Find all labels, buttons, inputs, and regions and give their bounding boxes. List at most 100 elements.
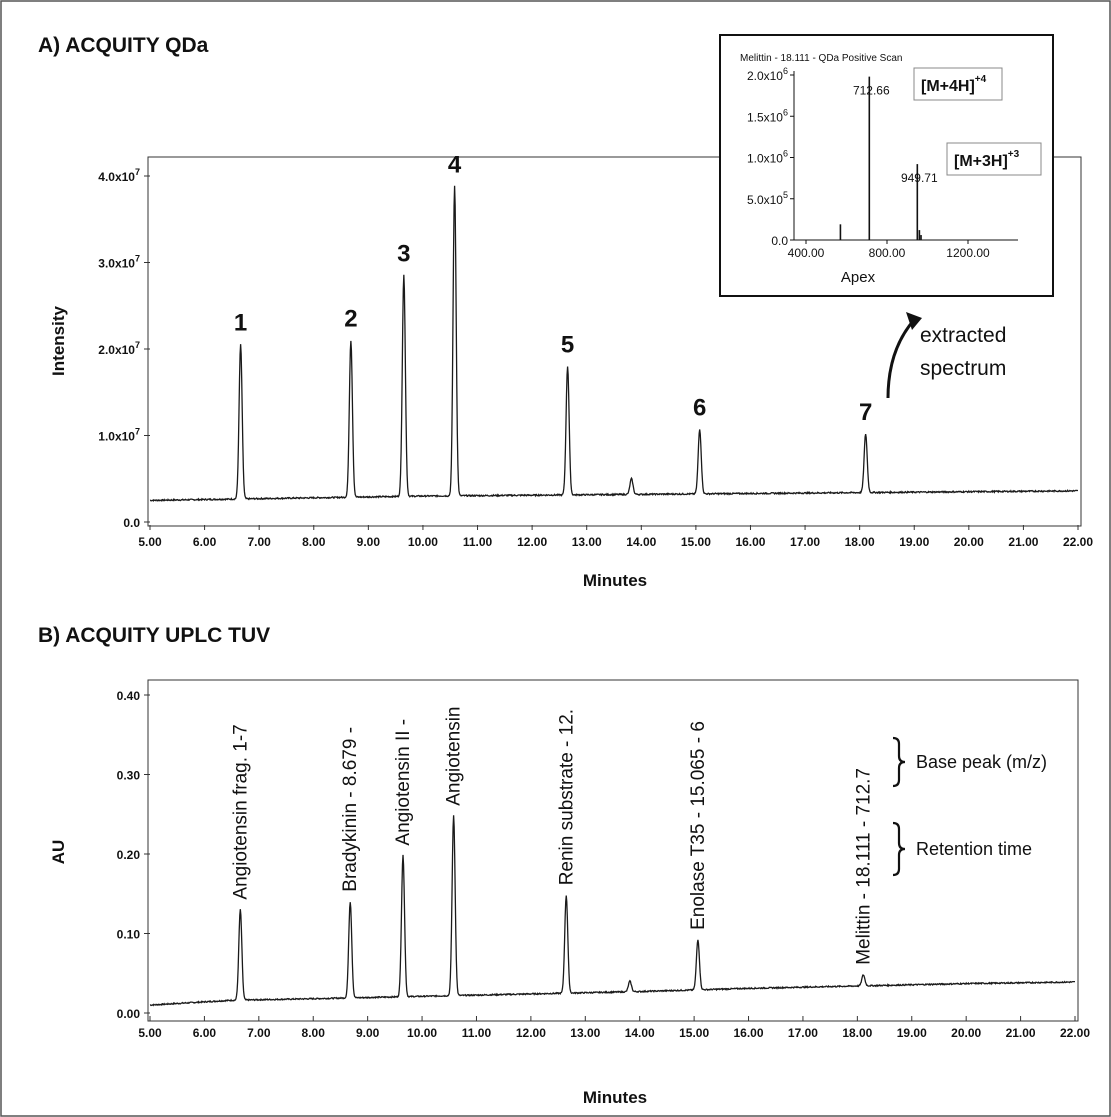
x-tick-label: 15.00 xyxy=(681,535,711,549)
panel-b-x-axis-title: Minutes xyxy=(583,1088,647,1107)
peak-label-7: Enolase T35 - 15.065 - 6 xyxy=(688,721,709,930)
peak-number-2: 2 xyxy=(344,305,357,332)
inset-spectrum: Melittin - 18.111 - QDa Positive Scan 0.… xyxy=(719,34,1054,297)
x-tick-label: 17.00 xyxy=(788,1026,818,1040)
x-tick-label: 22.00 xyxy=(1063,535,1093,549)
inset-x-tick-label: 400.00 xyxy=(788,246,825,260)
inset-y-tick-label: 2.0x106 xyxy=(747,66,788,83)
annotation-line-1: extracted xyxy=(920,324,1006,347)
x-tick-label: 22.00 xyxy=(1060,1026,1090,1040)
panel-a-title: A) ACQUITY QDa xyxy=(38,34,209,57)
x-tick-label: 10.00 xyxy=(407,1026,437,1040)
panel-b-peak-labels: Angiotensin frag. 1-7 Bradykinin - 8.679 … xyxy=(230,707,874,965)
ion-label-box xyxy=(913,67,1003,101)
peak-label-5: Renin substrate - 12. xyxy=(556,709,577,885)
x-tick-label: 16.00 xyxy=(734,1026,764,1040)
x-tick-label: 9.00 xyxy=(357,535,381,549)
x-tick-label: 8.00 xyxy=(302,535,326,549)
x-tick-label: 13.00 xyxy=(570,1026,600,1040)
inset-x-tick-label: 800.00 xyxy=(869,246,906,260)
x-tick-label: 20.00 xyxy=(951,1026,981,1040)
x-tick-label: 10.00 xyxy=(408,535,438,549)
x-tick-label: 12.00 xyxy=(516,1026,546,1040)
x-tick-label: 6.00 xyxy=(193,1026,217,1040)
x-tick-label: 7.00 xyxy=(247,535,271,549)
panel-a-plot-frame xyxy=(147,156,1082,527)
peak-label-8: Melittin - 18.111 - 712.7 xyxy=(853,768,874,965)
inset-x-ticks: 400.00 800.00 1200.00 xyxy=(788,240,990,260)
annotation-line-2: spectrum xyxy=(920,357,1006,380)
base-peak-brace xyxy=(892,736,906,788)
retention-time-label: Retention time xyxy=(916,839,1032,859)
y-tick-label: 4.0x107 xyxy=(98,167,140,184)
x-tick-label: 14.00 xyxy=(626,535,656,549)
ion-label-box xyxy=(946,142,1042,176)
inset-y-ticks: 0.0 5.0x105 1.0x106 1.5x106 2.0x106 xyxy=(747,66,794,248)
x-tick-label: 13.00 xyxy=(572,535,602,549)
peak-label-1: Angiotensin frag. 1-7 xyxy=(230,724,251,899)
panel-b-plot-frame xyxy=(147,679,1079,1022)
inset-title: Melittin - 18.111 - QDa Positive Scan xyxy=(740,53,902,64)
y-tick-label: 0.10 xyxy=(117,928,141,942)
inset-y-tick-label: 5.0x105 xyxy=(747,190,788,207)
x-tick-label: 21.00 xyxy=(1006,1026,1036,1040)
peak-number-5: 5 xyxy=(561,331,574,358)
x-tick-label: 16.00 xyxy=(735,535,765,549)
inset-y-tick-label: 0.0 xyxy=(771,234,788,248)
x-tick-label: 19.00 xyxy=(899,535,929,549)
inset-x-tick-label: 1200.00 xyxy=(946,246,990,260)
x-tick-label: 20.00 xyxy=(954,535,984,549)
panel-a-x-axis-title: Minutes xyxy=(583,571,647,590)
panel-b-chromatogram-line xyxy=(149,815,1076,1007)
x-tick-label: 12.00 xyxy=(517,535,547,549)
peak-number-7: 7 xyxy=(859,399,872,426)
x-tick-label: 21.00 xyxy=(1008,535,1038,549)
panel-a-y-axis-title: Intensity xyxy=(49,306,68,376)
x-tick-label: 8.00 xyxy=(302,1026,326,1040)
panel-b-x-ticks: 5.00 6.00 7.00 8.00 9.00 10.00 11.00 12.00 13.00… xyxy=(138,1016,1090,1040)
inset-peak-mz-label: 949.71 xyxy=(901,171,938,185)
x-tick-label: 5.00 xyxy=(138,1026,162,1040)
peak-label-4: Angiotensin xyxy=(444,707,465,806)
inset-bars: 712.66 [M+4H]+4 949.71 [M+3H]+3 xyxy=(839,67,1042,240)
x-tick-label: 5.00 xyxy=(138,535,162,549)
y-tick-label: 0.0 xyxy=(123,516,140,530)
y-tick-label: 2.0x107 xyxy=(98,340,140,357)
peak-number-4: 4 xyxy=(448,151,462,178)
extracted-spectrum-arrow xyxy=(886,319,916,399)
x-tick-label: 6.00 xyxy=(193,535,217,549)
ion-label: [M+3H]+3 xyxy=(954,149,1020,170)
x-tick-label: 18.00 xyxy=(842,1026,872,1040)
y-tick-label: 0.30 xyxy=(117,769,141,783)
x-tick-label: 11.00 xyxy=(462,1026,492,1040)
panel-a-peak-labels: 1 2 3 4 5 6 7 xyxy=(234,151,872,425)
x-tick-label: 19.00 xyxy=(897,1026,927,1040)
y-tick-label: 1.0x107 xyxy=(98,427,140,444)
x-tick-label: 18.00 xyxy=(845,535,875,549)
peak-number-6: 6 xyxy=(693,394,706,421)
y-tick-label: 0.40 xyxy=(117,689,141,703)
panel-b-y-axis-title: AU xyxy=(49,840,68,865)
y-tick-label: 0.00 xyxy=(117,1007,141,1021)
peak-label-3: Angiotensin II - xyxy=(393,719,414,846)
x-tick-label: 17.00 xyxy=(790,535,820,549)
y-tick-label: 3.0x107 xyxy=(98,254,140,271)
panel-b: B) ACQUITY UPLC TUV AU Minutes 5.00 6.00 7… xyxy=(38,624,1090,1107)
x-tick-label: 15.00 xyxy=(679,1026,709,1040)
x-tick-label: 9.00 xyxy=(356,1026,380,1040)
panel-a-chromatogram-line xyxy=(149,185,1078,503)
extracted-spectrum-arrowhead xyxy=(906,312,922,330)
peak-number-1: 1 xyxy=(234,310,247,337)
peak-label-2: Bradykinin - 8.679 - xyxy=(340,727,361,892)
inset-y-tick-label: 1.0x106 xyxy=(747,149,788,166)
panel-a-x-ticks: 5.00 6.00 7.00 8.00 9.00 10.00 11.00 12.00 13.00… xyxy=(138,525,1093,549)
panel-a-y-ticks: 0.0 1.0x107 2.0x107 3.0x107 4.0x107 xyxy=(98,167,150,530)
y-tick-label: 0.20 xyxy=(117,848,141,862)
base-peak-label: Base peak (m/z) xyxy=(916,752,1047,772)
inset-x-axis-title: Apex xyxy=(841,269,876,286)
inset-y-tick-label: 1.5x106 xyxy=(747,107,788,124)
x-tick-label: 14.00 xyxy=(625,1026,655,1040)
x-tick-label: 11.00 xyxy=(463,535,493,549)
retention-time-brace xyxy=(892,821,906,877)
